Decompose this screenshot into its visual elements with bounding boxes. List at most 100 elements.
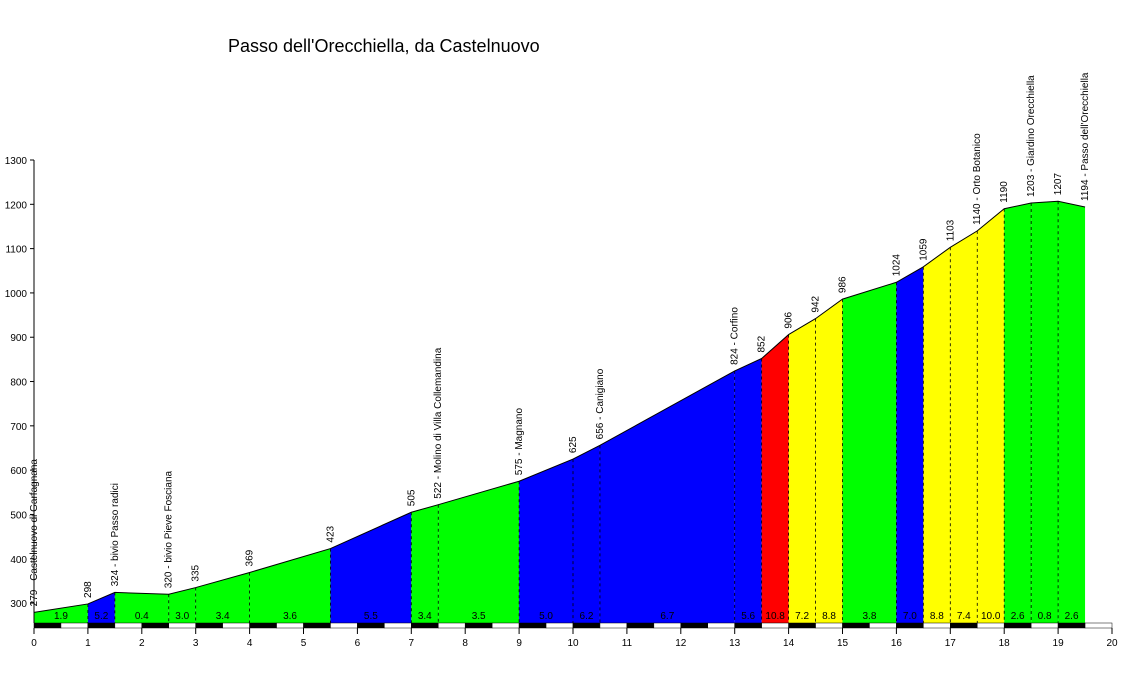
segment-area-21: [1004, 202, 1032, 623]
gradient-segments: [34, 201, 1086, 624]
point-label-20: 1140 - Orto Botanico: [972, 133, 983, 225]
point-label-3: 320 - bivio Pieve Fosciana: [164, 470, 175, 588]
x-scale-block-13: [384, 622, 412, 629]
segment-area-4: [195, 572, 250, 623]
y-tick-label-0: 300: [10, 599, 27, 610]
point-label-10: 625: [568, 436, 579, 453]
x-scale-block-37: [1030, 622, 1059, 629]
gradient-label-7: 3.4: [418, 611, 432, 622]
point-label-12: 824 - Corfino: [730, 307, 741, 365]
gradient-label-9: 5.0: [539, 611, 553, 622]
x-scale-block-17: [491, 622, 520, 629]
point-label-19: 1103: [945, 219, 956, 241]
gradient-labels: 1.9 5.2 0.4 3.0 3.4 3.6 5.5 3.4 3.5 5.0 6.2 6.7 5.6 1…: [54, 611, 1079, 622]
segment-area-14: [788, 318, 816, 623]
gradient-label-0: 1.9: [54, 611, 68, 622]
segment-area-19: [950, 230, 978, 623]
y-tick-label-4: 700: [10, 422, 27, 433]
gradient-label-5: 3.6: [283, 611, 297, 622]
gradient-label-10: 6.2: [580, 611, 594, 622]
x-tick-label-13: 13: [729, 638, 741, 649]
point-label-21: 1190: [999, 181, 1010, 203]
x-tick-label-14: 14: [783, 638, 795, 649]
x-scale-block-16: [464, 622, 493, 629]
point-label-15: 942: [811, 295, 822, 312]
point-label-22: 1203 - Giardino Orecchiella: [1026, 75, 1037, 197]
x-scale-block-29: [815, 622, 843, 629]
segment-dividers: [87, 201, 1059, 623]
x-tick-label-16: 16: [891, 638, 903, 649]
y-tick-label-2: 500: [10, 510, 27, 521]
gradient-label-11: 6.7: [660, 611, 674, 622]
point-label-14: 906: [784, 311, 795, 328]
segment-area-11: [599, 370, 735, 623]
segment-area-16: [842, 282, 897, 623]
x-tick-label-5: 5: [301, 638, 307, 649]
x-scale-block-12: [357, 622, 385, 629]
x-scale-block-5: [168, 622, 196, 629]
x-tick-label-20: 20: [1106, 638, 1118, 649]
x-scale-block-11: [330, 622, 358, 629]
x-scale-block-39: [1084, 622, 1113, 629]
point-label-18: 1059: [918, 238, 929, 261]
y-tick-label-8: 1100: [5, 245, 27, 256]
x-scale-block-24: [680, 622, 708, 629]
y-tick-label-5: 800: [10, 378, 27, 389]
point-label-11: 656 - Canigiano: [595, 368, 606, 439]
x-scale-block-2: [87, 622, 116, 629]
segment-area-10: [573, 445, 600, 623]
y-tick-label-7: 1000: [5, 289, 28, 300]
x-scale-block-9: [276, 622, 304, 629]
x-tick-label-12: 12: [675, 638, 687, 649]
segment-area-1: [87, 592, 115, 623]
x-scale-block-4: [141, 622, 170, 629]
x-scale-block-26: [734, 622, 762, 629]
segment-area-17: [896, 266, 924, 623]
x-scale-block-36: [1003, 622, 1032, 629]
y-tick-label-9: 1200: [5, 200, 28, 211]
x-tick-label-10: 10: [567, 638, 579, 649]
segment-area-12: [734, 358, 762, 623]
gradient-label-16: 3.8: [862, 611, 876, 622]
gradient-label-2: 0.4: [135, 611, 149, 622]
point-label-4: 335: [191, 564, 202, 581]
gradient-label-15: 8.8: [822, 611, 836, 622]
point-label-6: 423: [325, 525, 336, 542]
gradient-label-23: 2.6: [1065, 611, 1079, 622]
segment-area-9: [519, 459, 573, 623]
segment-area-18: [923, 247, 951, 623]
x-tick-label-9: 9: [516, 638, 522, 649]
x-tick-label-7: 7: [409, 638, 415, 649]
gradient-label-20: 10.0: [981, 611, 1001, 622]
segment-area-3: [168, 587, 196, 623]
x-tick-label-1: 1: [85, 638, 91, 649]
x-scale-block-0: [33, 622, 62, 629]
x-tick-label-4: 4: [247, 638, 253, 649]
point-label-16: 986: [838, 276, 849, 293]
x-tick-label-8: 8: [462, 638, 468, 649]
x-tick-label-6: 6: [355, 638, 361, 649]
x-scale-block-15: [438, 622, 466, 629]
segment-area-5: [249, 548, 331, 623]
x-tick-label-19: 19: [1053, 638, 1065, 649]
segment-area-2: [114, 592, 169, 623]
gradient-label-19: 7.4: [957, 611, 971, 622]
x-scale-block-10: [303, 622, 331, 629]
x-scale-block-27: [761, 622, 789, 629]
x-scale-block-33: [923, 622, 951, 629]
point-label-17: 1024: [891, 254, 902, 277]
x-tick-label-2: 2: [139, 638, 145, 649]
x-tick-label-18: 18: [999, 638, 1011, 649]
x-scale-block-22: [626, 622, 655, 629]
x-tick-label-17: 17: [945, 638, 957, 649]
gradient-label-1: 5.2: [94, 611, 108, 622]
segment-area-8: [438, 481, 520, 623]
gradient-label-22: 0.8: [1038, 611, 1052, 622]
profile-outline: [33, 200, 1086, 613]
x-scale-block-25: [707, 622, 735, 629]
segment-area-7: [411, 504, 439, 623]
segment-area-23: [1058, 201, 1086, 624]
chart-title: Passo dell'Orecchiella, da Castelnuovo: [228, 36, 540, 56]
x-scale-block-34: [950, 622, 978, 629]
